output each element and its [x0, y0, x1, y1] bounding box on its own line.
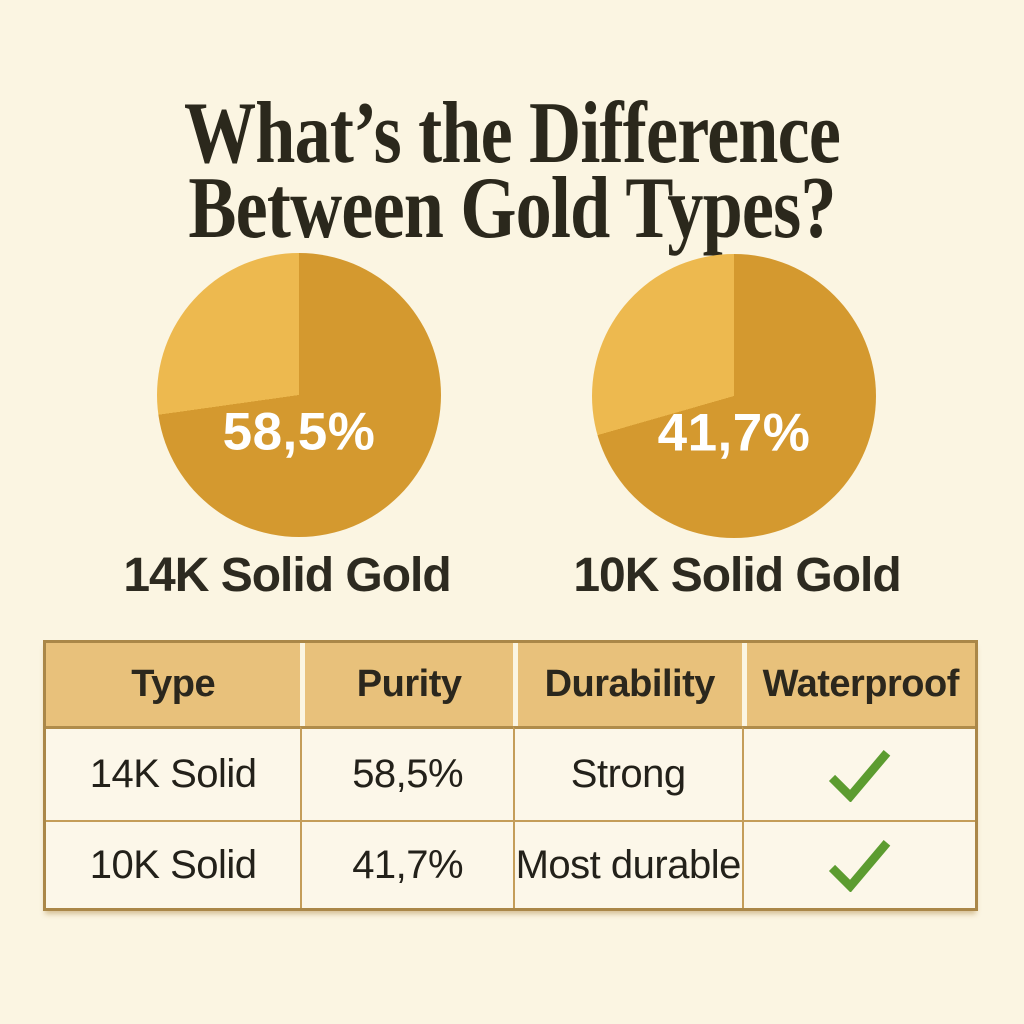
- cell-durability-14k: Strong: [512, 726, 742, 820]
- check-icon: [741, 726, 975, 820]
- pie-caption-10k: 10K Solid Gold: [573, 549, 901, 602]
- header-cell-waterproof: Waterproof: [741, 643, 975, 726]
- page-title: What’s the Difference Between Gold Types…: [0, 84, 1024, 257]
- pie-chart-14k-gold: 58,5%: [157, 253, 441, 537]
- cell-purity-10k: 41,7%: [300, 820, 513, 908]
- header-cell-type: Type: [46, 643, 301, 726]
- pie-percent-label-10k: 41,7%: [657, 403, 811, 463]
- header-cell-durability: Durability: [512, 643, 742, 726]
- pie-chart-10k-gold: 41,7%: [592, 254, 876, 538]
- header-cell-purity: Purity: [300, 643, 513, 726]
- title-line-2: Between Gold Types?: [188, 159, 836, 257]
- check-icon: [741, 820, 975, 908]
- pie-percent-label-14k: 58,5%: [222, 402, 376, 462]
- comparison-table: Type Purity Durability Waterproof 14K So…: [43, 640, 978, 911]
- cell-type-10k: 10K Solid: [46, 820, 301, 908]
- pie-caption-14k: 14K Solid Gold: [123, 549, 451, 602]
- title-line-1: What’s the Difference: [183, 84, 841, 182]
- cell-type-14k: 14K Solid: [46, 726, 301, 820]
- cell-purity-14k: 58,5%: [300, 726, 513, 820]
- cell-durability-10k: Most durable: [512, 820, 742, 908]
